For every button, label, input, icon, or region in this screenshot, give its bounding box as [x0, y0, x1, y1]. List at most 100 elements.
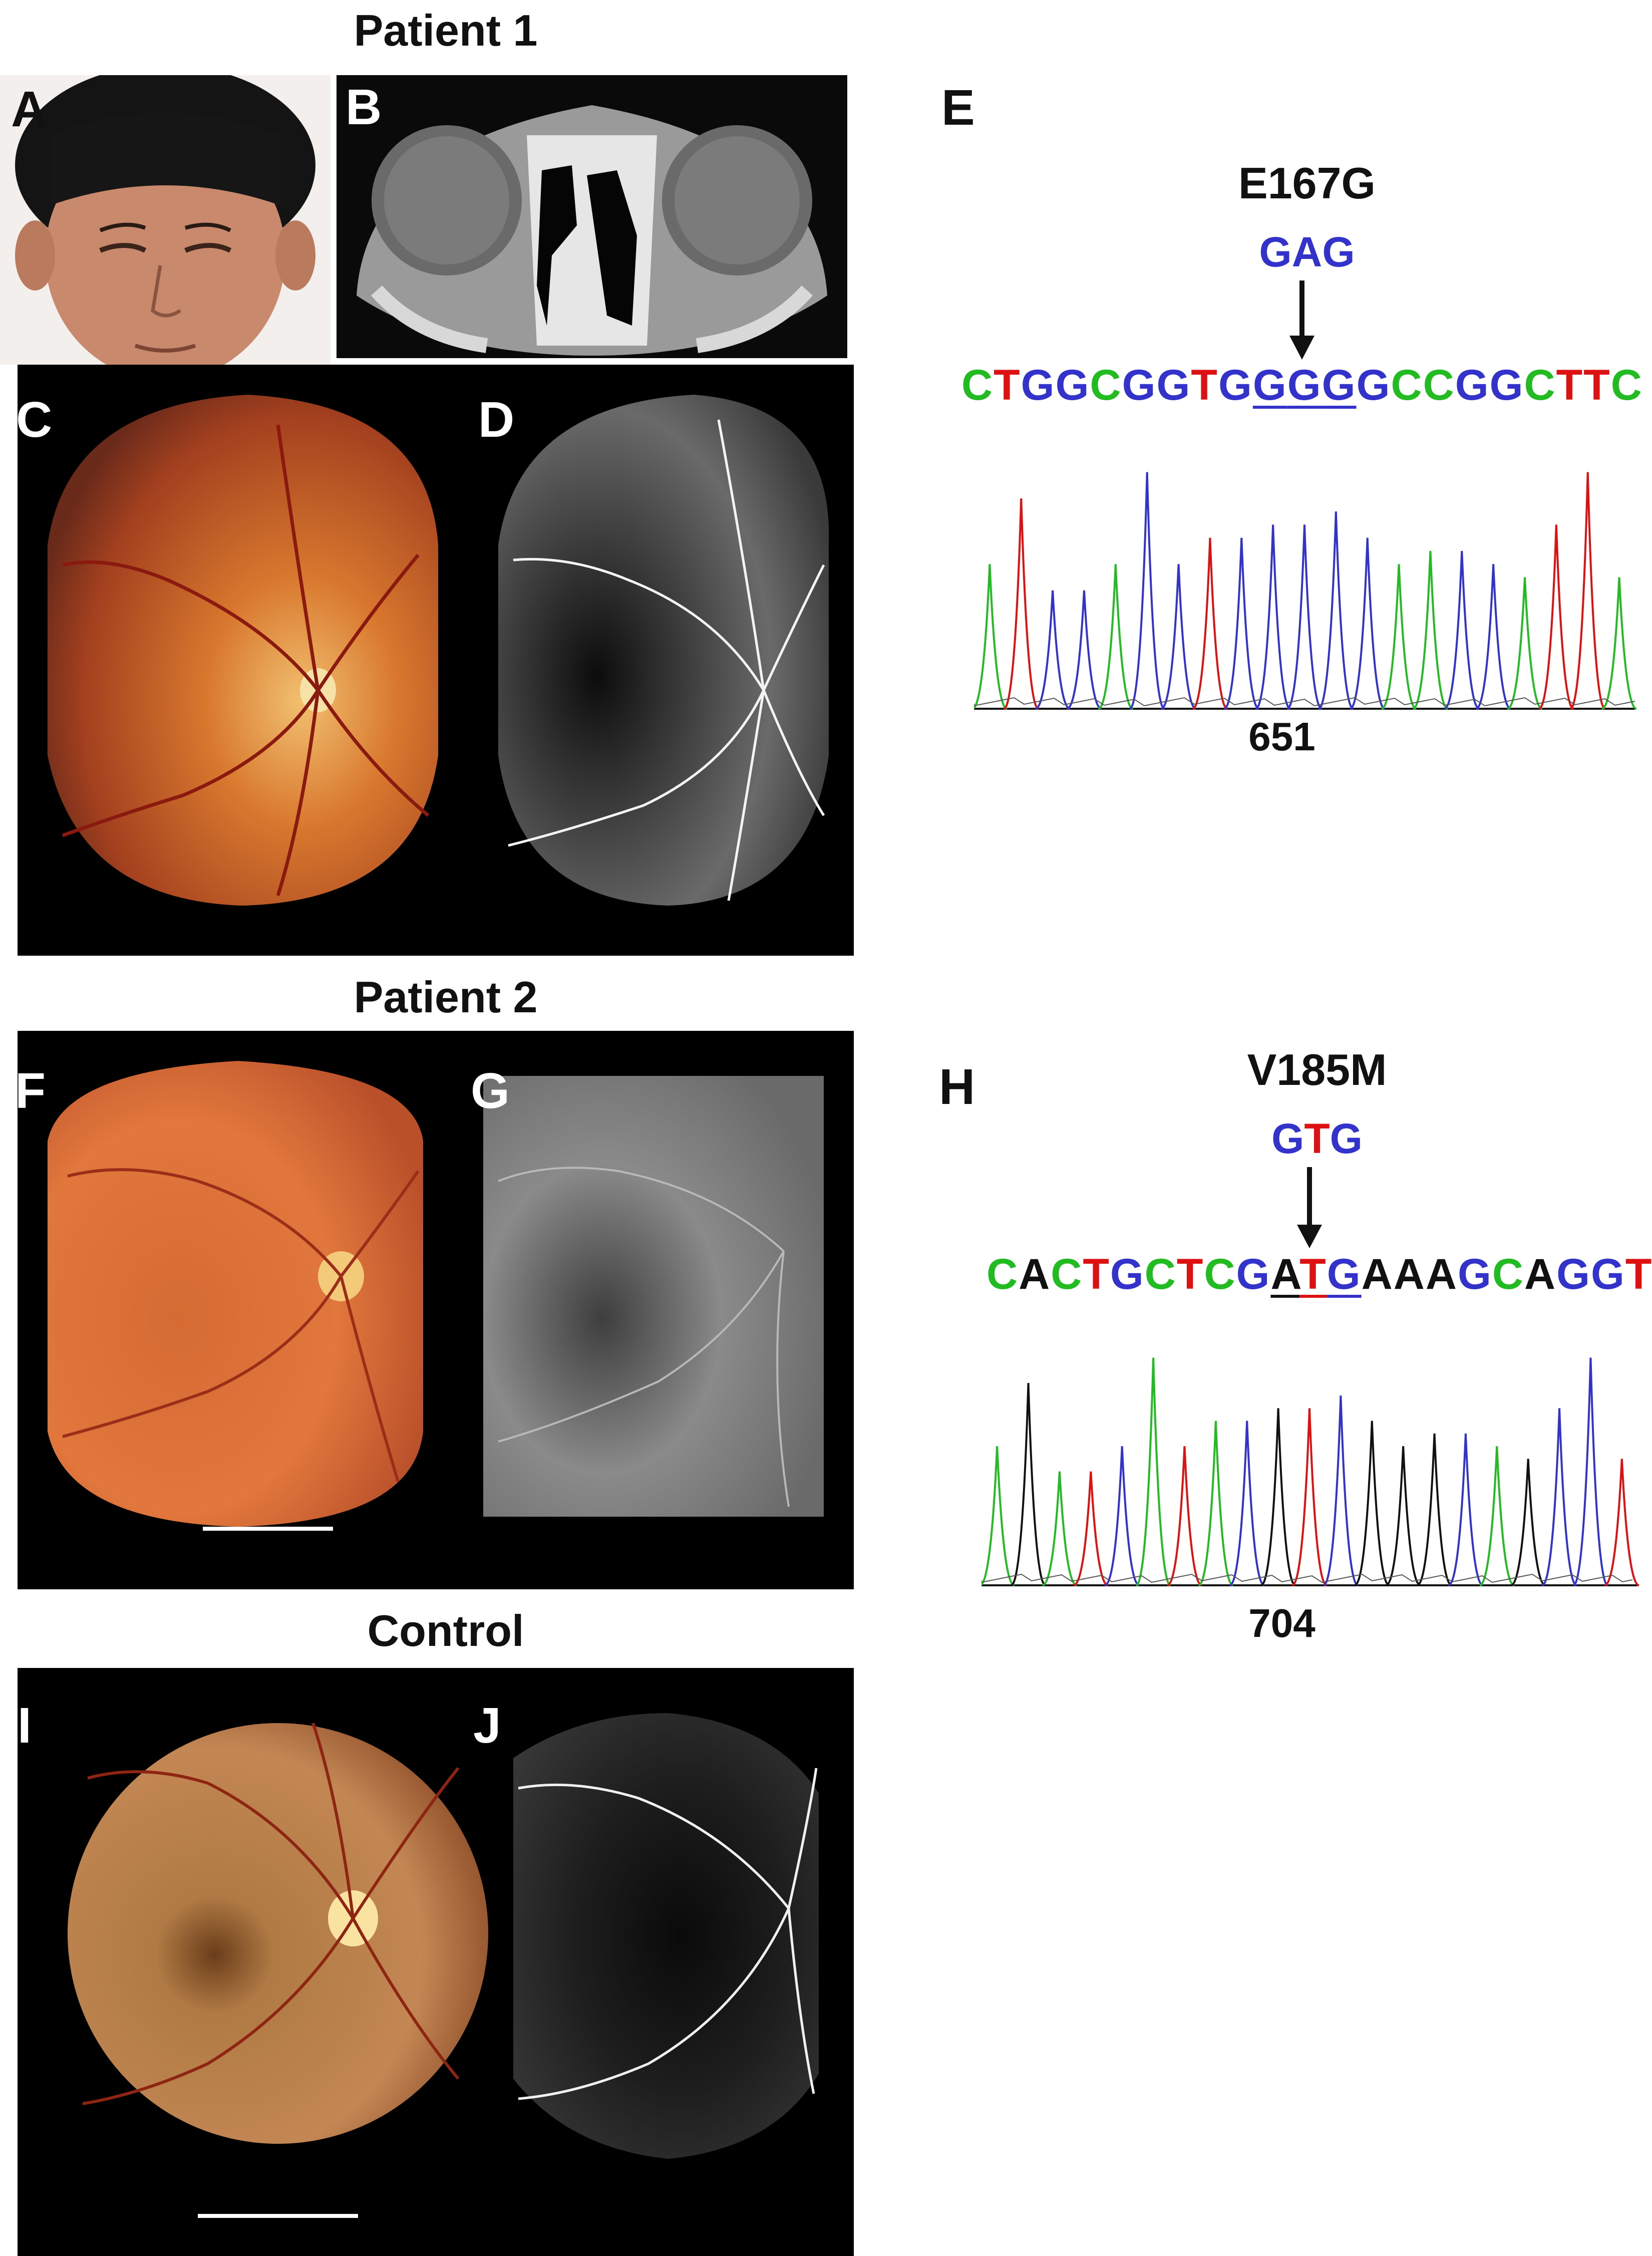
- chromatogram-h-peak-20: [1604, 1459, 1639, 1586]
- sequence-h-base-3: T: [1083, 1250, 1110, 1298]
- chromatogram-e-peak-14: [1413, 550, 1448, 710]
- sequence-e-base-14: C: [1423, 361, 1455, 409]
- chromatogram-e-peak-2: [1035, 590, 1071, 710]
- chromatogram-e-peak-16: [1475, 564, 1511, 710]
- sequence-e-base-18: T: [1556, 361, 1584, 409]
- panel-label-c: C: [18, 392, 53, 448]
- sequence-e-base-7: T: [1191, 361, 1218, 409]
- sequence-e-base-9: G: [1252, 361, 1287, 409]
- sequence-h-base-2: C: [1051, 1250, 1083, 1298]
- chromatogram-h-peak-15: [1448, 1433, 1483, 1586]
- position-h: 704: [1248, 1601, 1315, 1645]
- chromatogram-h-peak-6: [1167, 1446, 1202, 1586]
- chromatogram-e-peak-12: [1350, 537, 1386, 710]
- sequence-h-base-15: G: [1457, 1250, 1492, 1298]
- sequence-h-base-9: A: [1270, 1250, 1300, 1298]
- sequence-h-base-19: G: [1591, 1250, 1625, 1298]
- panel-label-g: G: [471, 1063, 510, 1119]
- codon-e-base-1: A: [1291, 228, 1323, 275]
- position-e: 651: [1248, 714, 1315, 759]
- chromatogram-h-peak-19: [1573, 1357, 1608, 1586]
- panel-label-h: H: [939, 1059, 975, 1115]
- chromatogram-h-peak-2: [1042, 1471, 1077, 1586]
- sequence-h-base-16: C: [1492, 1250, 1524, 1298]
- sequence-e-base-15: G: [1455, 361, 1490, 409]
- chromatogram-h-peak-3: [1073, 1471, 1109, 1586]
- chromatogram-h: [981, 1357, 1639, 1586]
- chromatogram-h-peak-8: [1229, 1421, 1265, 1586]
- fundus-ij-images: [68, 1713, 819, 2218]
- codon-e-base-2: G: [1322, 228, 1355, 275]
- codon-h-base-1: T: [1304, 1115, 1330, 1162]
- sequence-h-base-4: G: [1110, 1250, 1145, 1298]
- chromatogram-h-peak-13: [1386, 1446, 1421, 1586]
- sequence-e-base-5: G: [1122, 361, 1157, 409]
- codon-e: GAG: [1192, 228, 1422, 276]
- chromatogram-h-peak-4: [1104, 1446, 1140, 1586]
- panel-cd-fundus-block: C D: [18, 365, 854, 956]
- sequence-h-base-1: A: [1019, 1250, 1051, 1298]
- panel-label-d: D: [478, 392, 515, 448]
- codon-h: GTG: [1202, 1114, 1432, 1163]
- chromatogram-e-peak-8: [1223, 537, 1259, 710]
- codon-h-base-2: G: [1330, 1115, 1363, 1162]
- sequence-e-base-1: T: [994, 361, 1021, 409]
- sequence-e-base-20: C: [1610, 361, 1643, 409]
- chromatogram-e-peak-10: [1286, 524, 1323, 710]
- mutation-name-h: V185M: [1247, 1045, 1387, 1094]
- chromatogram-e: [974, 472, 1637, 710]
- codon-e-base-0: G: [1259, 228, 1292, 275]
- sequence-e-base-19: T: [1583, 361, 1611, 409]
- chromatogram-e-peak-5: [1129, 472, 1165, 710]
- sequence-h-base-5: C: [1144, 1250, 1177, 1298]
- ct-scan-image: [337, 75, 847, 358]
- chromatogram-e-peak-7: [1192, 537, 1228, 710]
- chromatogram-h-peak-17: [1510, 1459, 1546, 1586]
- fundus-cd-images: [48, 395, 829, 906]
- sequence-e-base-11: G: [1321, 361, 1357, 409]
- chromatogram-e-peak-15: [1444, 550, 1480, 710]
- sequence-h-base-13: A: [1393, 1250, 1426, 1298]
- sequence-e-base-12: G: [1356, 361, 1391, 409]
- face-photo-image: [0, 75, 331, 365]
- sequence-e-base-13: C: [1391, 361, 1423, 409]
- chromatogram-e-peak-13: [1381, 564, 1417, 710]
- sequence-h-base-0: C: [986, 1250, 1019, 1298]
- panel-a-face-photo: A: [0, 75, 331, 365]
- panel-label-b: B: [346, 79, 382, 135]
- sequence-e-base-4: C: [1090, 361, 1122, 409]
- sequence-e-base-16: G: [1489, 361, 1524, 409]
- scale-bar-i: [198, 2214, 358, 2218]
- chromatogram-h-peak-7: [1198, 1421, 1233, 1586]
- chromatogram-e-peak-0: [974, 564, 1008, 710]
- panel-b-ct-scan: B: [337, 75, 847, 358]
- sequence-h-base-6: T: [1176, 1250, 1204, 1298]
- chromatogram-h-peak-14: [1417, 1433, 1452, 1586]
- sequence-e-base-10: G: [1287, 361, 1322, 409]
- arrow-e-icon: [1289, 280, 1314, 360]
- chromatogram-e-peak-11: [1318, 511, 1354, 710]
- chromatogram-e-peak-6: [1161, 564, 1196, 710]
- chromatogram-h-peak-10: [1291, 1408, 1328, 1586]
- sequence-h-base-7: C: [1204, 1250, 1236, 1298]
- chromatogram-e-peak-18: [1538, 524, 1574, 710]
- panel-label-i: I: [18, 1698, 32, 1754]
- codon-h-base-0: G: [1271, 1115, 1304, 1162]
- sequence-h-base-11: G: [1327, 1250, 1362, 1298]
- panel-ij-fundus-block: I J: [18, 1668, 854, 2256]
- sequence-e-base-2: G: [1021, 361, 1056, 409]
- sequence-h-base-10: T: [1299, 1250, 1327, 1298]
- sequence-e-base-3: G: [1055, 361, 1090, 409]
- sequence-h-base-8: G: [1236, 1250, 1271, 1298]
- arrow-h-icon: [1297, 1167, 1322, 1248]
- sequence-h-base-18: G: [1556, 1250, 1591, 1298]
- panel-label-f: F: [18, 1063, 46, 1119]
- panel-label-j: J: [473, 1698, 501, 1754]
- fundus-fg-images: [48, 1061, 824, 1531]
- sequence-e: CTGGCGGTGGGGGCCGGCTTC: [961, 361, 1643, 410]
- chromatogram-h-peak-16: [1479, 1446, 1515, 1586]
- chromatogram-h-peak-0: [981, 1446, 1015, 1586]
- sequence-h-base-12: A: [1361, 1250, 1394, 1298]
- chromatogram-e-peak-9: [1255, 524, 1291, 710]
- panel-fg-fundus-block: F G: [18, 1031, 854, 1589]
